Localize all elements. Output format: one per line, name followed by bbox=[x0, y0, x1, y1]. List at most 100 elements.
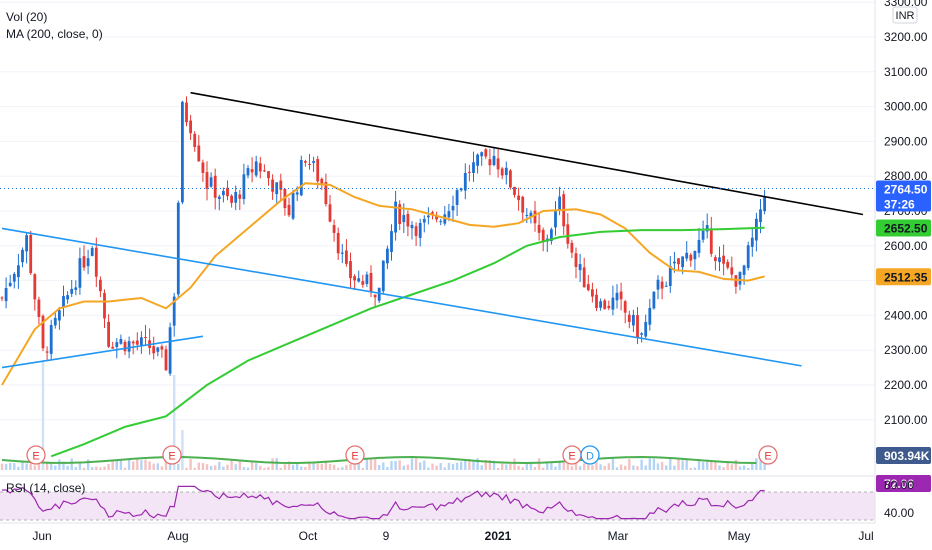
currency-badge[interactable]: INR bbox=[892, 6, 918, 24]
volume-bar bbox=[681, 460, 684, 470]
candle bbox=[472, 151, 475, 182]
trendline-support-upper[interactable] bbox=[1, 227, 802, 367]
vol-legend[interactable]: Vol (20) bbox=[6, 10, 48, 24]
volume-bar bbox=[427, 467, 430, 470]
volume-bar bbox=[394, 460, 397, 470]
volume-bars bbox=[0, 360, 766, 470]
volume-bar bbox=[525, 463, 528, 470]
volume-bar bbox=[218, 461, 221, 470]
candle bbox=[144, 324, 147, 346]
candle bbox=[722, 244, 725, 276]
volume-bar bbox=[345, 464, 348, 470]
ma-legend[interactable]: MA (200, close, 0) bbox=[6, 27, 103, 41]
candle bbox=[291, 189, 295, 221]
candle bbox=[566, 213, 570, 249]
candle bbox=[279, 173, 283, 201]
volume-bar bbox=[689, 467, 692, 470]
volume-bar bbox=[74, 467, 77, 470]
candle bbox=[234, 185, 238, 211]
volume-bar bbox=[4, 463, 8, 470]
candle bbox=[746, 241, 750, 271]
volume-bar bbox=[439, 463, 442, 470]
volume-bar bbox=[759, 460, 762, 470]
candle bbox=[324, 173, 328, 207]
candle bbox=[455, 188, 459, 217]
volume-bar bbox=[99, 467, 102, 470]
volume-bar bbox=[168, 461, 172, 470]
event-letter: E bbox=[168, 451, 175, 463]
volume-bar bbox=[263, 467, 266, 470]
volume-bar bbox=[558, 462, 561, 470]
candle bbox=[103, 289, 106, 329]
event-marker[interactable]: D bbox=[580, 445, 600, 465]
volume-bar bbox=[583, 463, 586, 470]
candle bbox=[181, 100, 184, 205]
candle bbox=[209, 172, 213, 188]
volume-bar bbox=[488, 459, 492, 470]
volume-bar bbox=[755, 458, 758, 470]
volume-bar bbox=[234, 464, 237, 470]
candle bbox=[439, 218, 443, 226]
volume-bar bbox=[423, 460, 426, 470]
volume-bar bbox=[308, 462, 311, 470]
candle bbox=[33, 273, 37, 311]
candle bbox=[160, 344, 164, 358]
volume-bar bbox=[648, 458, 651, 470]
volume-bar bbox=[464, 459, 467, 470]
rsi-tag: 72.06 bbox=[876, 475, 931, 492]
candle bbox=[41, 314, 45, 352]
volume-bar bbox=[226, 464, 229, 470]
volume-bar bbox=[611, 458, 615, 470]
candle bbox=[578, 253, 582, 283]
volume-bar bbox=[570, 466, 574, 470]
candle bbox=[689, 252, 693, 267]
volume-bar bbox=[250, 461, 254, 470]
volume-bar bbox=[693, 467, 697, 470]
volume-bar bbox=[365, 458, 369, 470]
candle bbox=[373, 294, 377, 307]
event-marker[interactable]: E bbox=[345, 445, 365, 465]
volume-bar bbox=[25, 463, 28, 470]
volume-bar bbox=[304, 466, 307, 470]
volume-bar bbox=[566, 459, 569, 470]
candle bbox=[168, 322, 172, 376]
candle bbox=[217, 194, 221, 211]
volume-bar bbox=[501, 463, 504, 470]
event-marker[interactable]: E bbox=[26, 445, 46, 465]
volume-bar bbox=[706, 459, 709, 470]
volume-bar bbox=[267, 467, 270, 470]
candle bbox=[17, 253, 20, 289]
candle bbox=[418, 218, 422, 247]
volume-bar bbox=[714, 460, 717, 470]
trendline-support-lower[interactable] bbox=[1, 335, 204, 369]
event-marker[interactable]: E bbox=[162, 445, 182, 465]
volume-bar bbox=[587, 464, 590, 470]
candle bbox=[230, 194, 233, 208]
candle bbox=[734, 275, 738, 294]
volume-bar bbox=[33, 465, 36, 470]
volume-bar bbox=[341, 467, 344, 470]
candle bbox=[726, 259, 730, 270]
price-tick-label: 3000.00 bbox=[884, 100, 928, 114]
time-tick-label: Aug bbox=[167, 529, 188, 543]
rsi-legend[interactable]: RSI (14, close) bbox=[6, 481, 86, 495]
candle bbox=[427, 207, 430, 225]
event-marker[interactable]: E bbox=[758, 445, 778, 465]
volume-bar bbox=[677, 458, 680, 470]
candle bbox=[336, 227, 340, 261]
candle bbox=[205, 161, 209, 201]
volume-bar bbox=[472, 460, 475, 470]
candle bbox=[267, 171, 270, 186]
volume-bar bbox=[386, 467, 389, 470]
candle bbox=[226, 180, 229, 201]
candle bbox=[627, 310, 631, 329]
price-tick-label: 2300.00 bbox=[884, 343, 928, 357]
candle bbox=[463, 163, 467, 200]
volume-bar bbox=[181, 430, 184, 470]
volume-bar bbox=[718, 465, 721, 470]
event-marker[interactable]: E bbox=[562, 445, 582, 465]
trendline-resistance[interactable] bbox=[190, 91, 864, 216]
volume-bar bbox=[164, 458, 168, 470]
